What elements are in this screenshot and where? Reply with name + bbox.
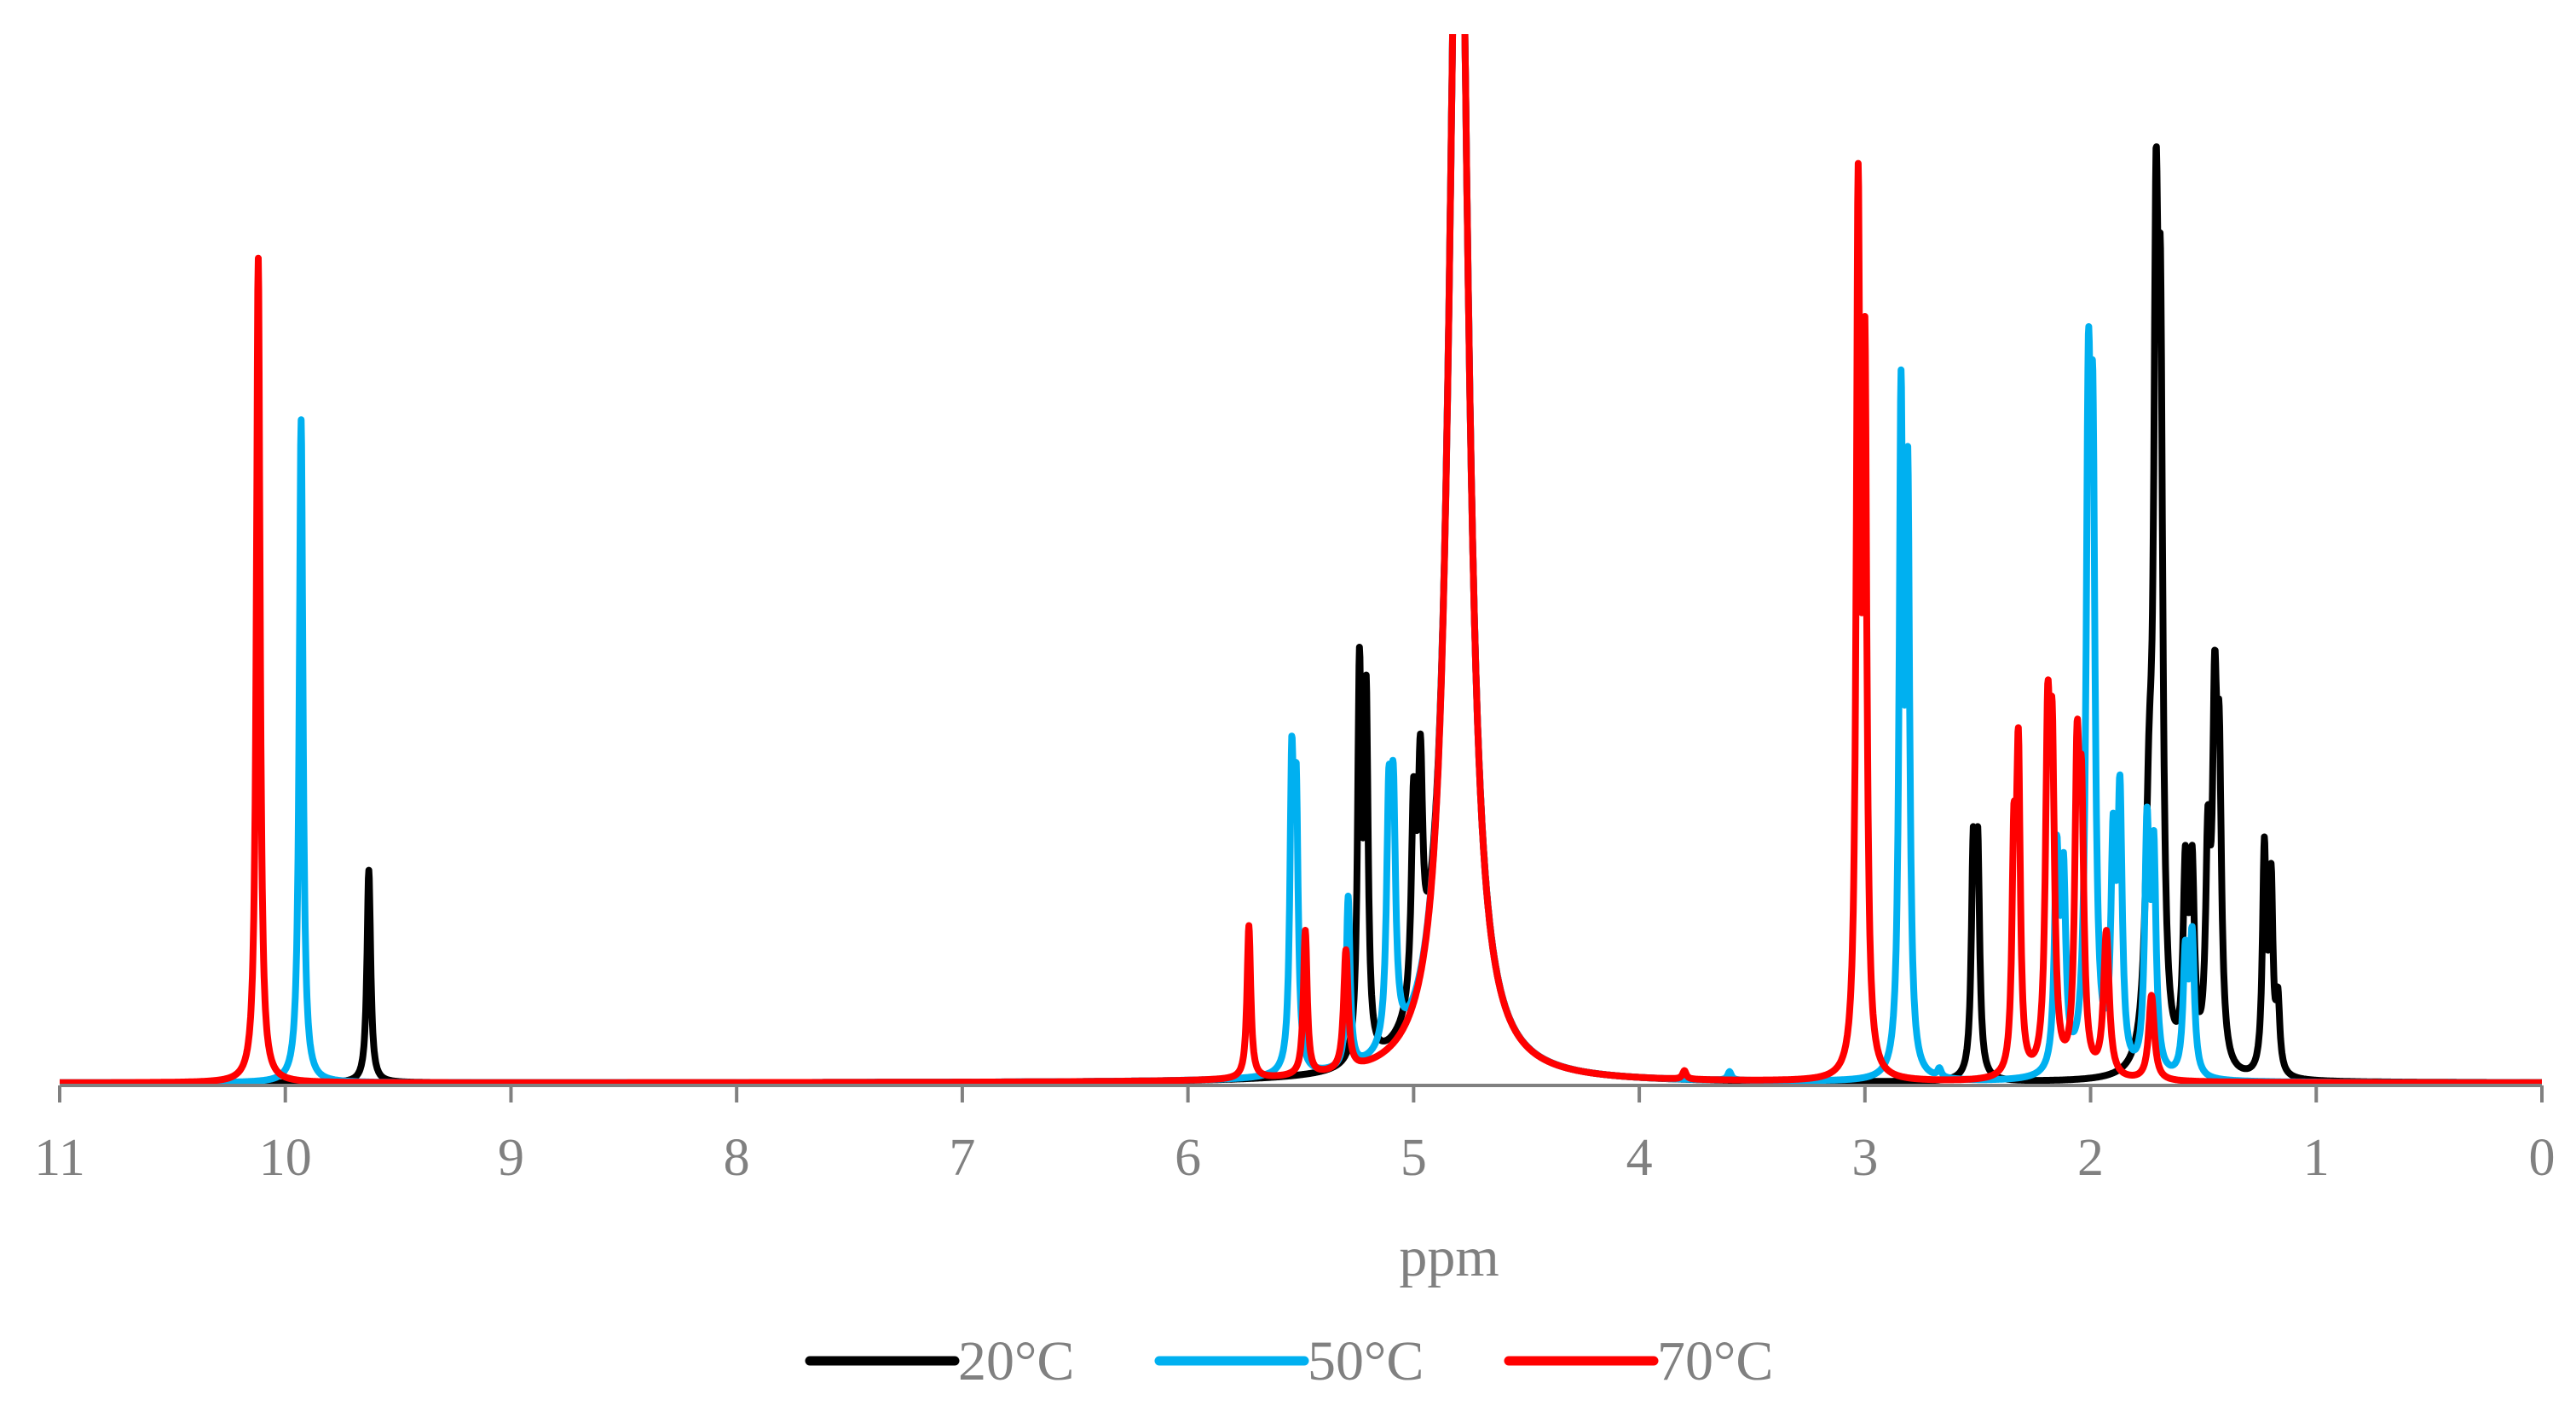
x-tick-label: 2 <box>2077 1129 2104 1187</box>
x-axis-title: ppm <box>1399 1226 1499 1288</box>
x-tick-label: 11 <box>34 1129 85 1187</box>
legend-label-1: 50°C <box>1308 1330 1424 1392</box>
legend: 20°C 50°C 70°C <box>805 1330 1773 1392</box>
x-tick-label: 8 <box>724 1129 750 1187</box>
x-axis-ticks: 11 10 9 8 7 6 5 4 3 2 1 0 <box>34 1085 2556 1187</box>
x-tick-label: 0 <box>2529 1129 2556 1187</box>
legend-label-0: 20°C <box>958 1330 1074 1392</box>
x-tick-label: 6 <box>1175 1129 1201 1187</box>
x-tick-label: 10 <box>259 1129 312 1187</box>
x-tick-label: 7 <box>949 1129 975 1187</box>
series-layer <box>56 34 2545 1086</box>
x-tick-label: 4 <box>1626 1129 1653 1187</box>
x-tick-label: 3 <box>1851 1129 1878 1187</box>
series-line-2 <box>56 34 2545 1086</box>
x-tick-label: 1 <box>2303 1129 2330 1187</box>
legend-label-2: 70°C <box>1657 1330 1773 1392</box>
x-tick-label: 9 <box>498 1129 524 1187</box>
x-tick-label: 5 <box>1401 1129 1427 1187</box>
